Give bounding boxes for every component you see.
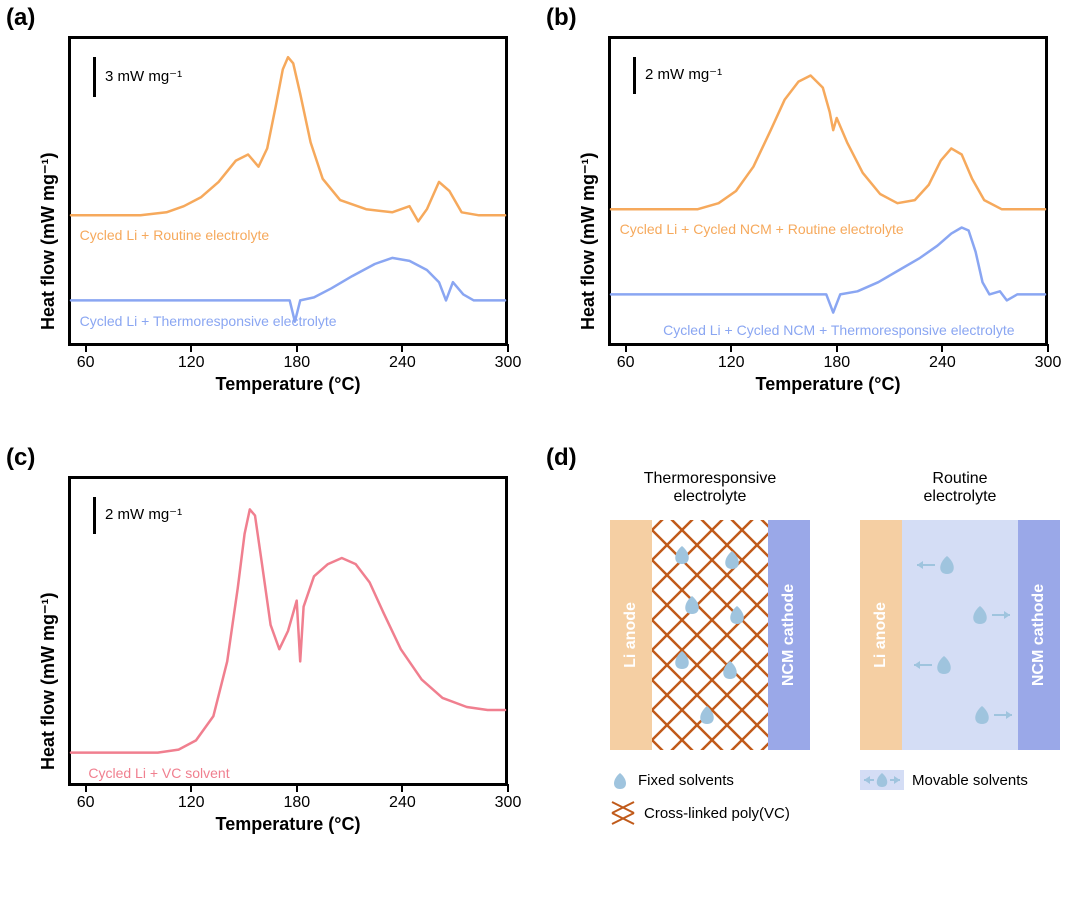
xtick-mark bbox=[625, 344, 627, 352]
panel-d-routine-title-line2: electrolyte bbox=[924, 488, 997, 505]
panel-b-series-routine-label: Cycled Li + Cycled NCM + Routine electro… bbox=[620, 221, 904, 237]
xtick-mark bbox=[85, 344, 87, 352]
xtick-mark bbox=[836, 344, 838, 352]
panel-b-xlabel: Temperature (°C) bbox=[608, 374, 1048, 395]
panel-d-routine-title: Routine electrolyte bbox=[870, 470, 1050, 506]
panel-d-thermo-title-line2: electrolyte bbox=[674, 488, 747, 505]
xtick-mark bbox=[85, 784, 87, 792]
panel-b-ylabel: Heat flow (mW mg⁻¹) bbox=[578, 153, 599, 331]
panel-d-thermo-title: Thermoresponsive electrolyte bbox=[610, 470, 810, 506]
solvent-drop-icon bbox=[610, 770, 630, 790]
panel-c-series-vc-label: Cycled Li + VC solvent bbox=[88, 765, 229, 781]
panel-d-legend-crosslink: Cross-linked poly(VC) bbox=[610, 800, 790, 826]
figure: (a) Heat flow (mW mg⁻¹) 3 mW mg⁻¹ Cycled… bbox=[0, 0, 1080, 898]
xtick-label: 60 bbox=[617, 354, 635, 372]
panel-a-frame: 3 mW mg⁻¹ Cycled Li + Routine electrolyt… bbox=[68, 36, 508, 346]
panel-d-thermo-li-anode-label: Li anode bbox=[622, 580, 640, 690]
panel-d-legend-crosslink-text: Cross-linked poly(VC) bbox=[644, 805, 790, 822]
panel-a-label: (a) bbox=[6, 4, 35, 32]
xtick-mark bbox=[941, 344, 943, 352]
panel-a-ylabel: Heat flow (mW mg⁻¹) bbox=[38, 153, 59, 331]
panel-d-thermo-cell: Li anode NCM cathode bbox=[610, 520, 810, 750]
panel-b-curves bbox=[611, 39, 1045, 343]
xtick-label: 180 bbox=[283, 354, 310, 372]
xtick-label: 300 bbox=[1035, 354, 1062, 372]
panel-a-xticks: 60120180240300 bbox=[68, 350, 508, 370]
panel-b-xticks: 60120180240300 bbox=[608, 350, 1048, 370]
xtick-label: 240 bbox=[389, 354, 416, 372]
panel-d-crosslink-mesh bbox=[652, 520, 768, 750]
crosslink-icon bbox=[610, 800, 636, 826]
panel-c-curves bbox=[71, 479, 505, 783]
panel-a-curves bbox=[71, 39, 505, 343]
xtick-label: 240 bbox=[389, 794, 416, 812]
xtick-label: 60 bbox=[77, 794, 95, 812]
xtick-mark bbox=[190, 784, 192, 792]
xtick-label: 300 bbox=[495, 354, 522, 372]
xtick-label: 180 bbox=[823, 354, 850, 372]
panel-d-thermo-ncm-cathode-label: NCM cathode bbox=[780, 570, 798, 700]
xtick-mark bbox=[507, 344, 509, 352]
panel-d-legend-movable: Movable solvents bbox=[860, 770, 1028, 790]
xtick-mark bbox=[1047, 344, 1049, 352]
panel-d-thermo-title-line1: Thermoresponsive bbox=[644, 470, 777, 487]
panel-d-routine-li-anode-label: Li anode bbox=[872, 580, 890, 690]
xtick-label: 60 bbox=[77, 354, 95, 372]
panel-d-legend-fixed: Fixed solvents bbox=[610, 770, 734, 790]
panel-c-series-vc bbox=[71, 509, 505, 752]
panel-b-series-thermo bbox=[611, 228, 1045, 313]
panel-b: (b) Heat flow (mW mg⁻¹) 2 mW mg⁻¹ Cycled… bbox=[540, 0, 1080, 430]
panel-b-series-thermo-label: Cycled Li + Cycled NCM + Thermoresponsiv… bbox=[663, 322, 1014, 338]
panel-c-frame: 2 mW mg⁻¹ Cycled Li + VC solvent bbox=[68, 476, 508, 786]
xtick-label: 120 bbox=[718, 354, 745, 372]
panel-a: (a) Heat flow (mW mg⁻¹) 3 mW mg⁻¹ Cycled… bbox=[0, 0, 540, 430]
panel-d: (d) Thermoresponsive electrolyte Routine… bbox=[540, 440, 1080, 898]
panel-d-legend-fixed-text: Fixed solvents bbox=[638, 772, 734, 789]
xtick-mark bbox=[190, 344, 192, 352]
xtick-label: 120 bbox=[178, 794, 205, 812]
xtick-mark bbox=[401, 784, 403, 792]
panel-a-series-routine bbox=[71, 57, 505, 221]
panel-d-routine-ncm-cathode-label: NCM cathode bbox=[1030, 570, 1048, 700]
panel-d-routine-cell: Li anode NCM cathode bbox=[860, 520, 1060, 750]
panel-c-label: (c) bbox=[6, 444, 35, 472]
xtick-label: 300 bbox=[495, 794, 522, 812]
panel-a-xlabel: Temperature (°C) bbox=[68, 374, 508, 395]
xtick-label: 180 bbox=[283, 794, 310, 812]
panel-d-label: (d) bbox=[546, 444, 577, 472]
panel-c: (c) Heat flow (mW mg⁻¹) 2 mW mg⁻¹ Cycled… bbox=[0, 440, 540, 898]
xtick-mark bbox=[730, 344, 732, 352]
panel-d-routine-drops bbox=[902, 520, 1018, 750]
movable-solvent-icon bbox=[860, 770, 904, 790]
xtick-mark bbox=[296, 344, 298, 352]
xtick-mark bbox=[507, 784, 509, 792]
xtick-label: 120 bbox=[178, 354, 205, 372]
panel-c-xlabel: Temperature (°C) bbox=[68, 814, 508, 835]
panel-a-series-routine-label: Cycled Li + Routine electrolyte bbox=[80, 227, 270, 243]
panel-b-frame: 2 mW mg⁻¹ Cycled Li + Cycled NCM + Routi… bbox=[608, 36, 1048, 346]
panel-c-xticks: 60120180240300 bbox=[68, 790, 508, 810]
panel-d-legend-movable-text: Movable solvents bbox=[912, 772, 1028, 789]
panel-b-series-routine bbox=[611, 76, 1045, 210]
xtick-label: 240 bbox=[929, 354, 956, 372]
panel-d-routine-title-line1: Routine bbox=[932, 470, 987, 487]
panel-b-label: (b) bbox=[546, 4, 577, 32]
xtick-mark bbox=[401, 344, 403, 352]
panel-a-series-thermo-label: Cycled Li + Thermoresponsive electrolyte bbox=[80, 313, 337, 329]
panel-c-ylabel: Heat flow (mW mg⁻¹) bbox=[38, 593, 59, 771]
xtick-mark bbox=[296, 784, 298, 792]
